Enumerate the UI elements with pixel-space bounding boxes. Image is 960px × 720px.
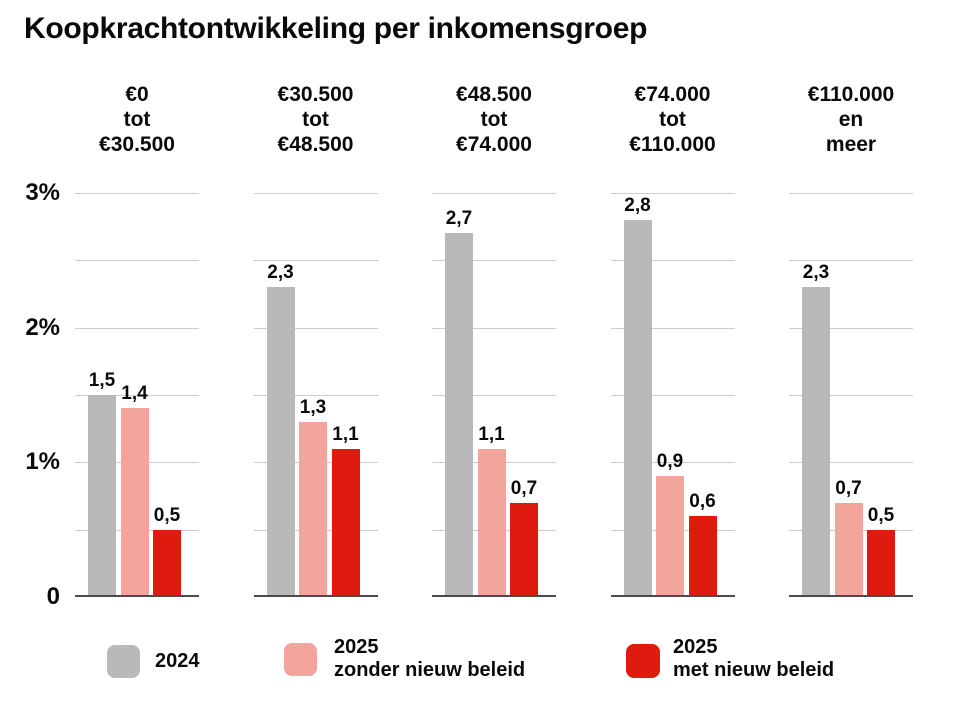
group-panel: 2,7 1,1 0,7 [432, 193, 556, 597]
gridline [610, 395, 735, 396]
group-panel: 2,3 1,3 1,1 [253, 193, 378, 597]
group-header-line: €110.000 [807, 83, 895, 106]
gridline [253, 395, 378, 396]
gridline [75, 193, 199, 194]
bar-value-label: 2,3 [267, 262, 294, 284]
group-header-line: €30.500 [99, 133, 175, 156]
gridline [253, 260, 378, 262]
bar-value-label: 0,5 [867, 504, 895, 526]
gridline [253, 193, 378, 194]
gridline [789, 193, 913, 194]
group-header: €110.000 en meer [761, 82, 941, 157]
bar-2025-met-nieuw-beleid [867, 529, 895, 595]
group-panel: 2,8 0,9 0,6 [610, 193, 735, 597]
legend-label: 2024 [155, 650, 200, 673]
legend-label-line: zonder nieuw beleid [334, 659, 526, 681]
bar-value-label: 1,1 [478, 423, 505, 445]
group-header: €0 tot €30.500 [47, 82, 227, 157]
gridline [75, 260, 199, 262]
y-tick-label: 3% [25, 179, 60, 206]
bar-value-label: 2,8 [624, 194, 651, 216]
bar-2025-met-nieuw-beleid [510, 502, 538, 595]
group-header-line: tot [659, 108, 686, 131]
bar-value-label: 1,3 [299, 396, 327, 418]
gridline [432, 327, 556, 329]
gridline [610, 193, 735, 194]
gridline [75, 395, 199, 396]
gridline [789, 395, 913, 396]
legend-label-line: 2024 [155, 650, 200, 672]
group-header-line: €48.500 [456, 83, 532, 106]
group-header-line: tot [123, 108, 151, 131]
legend-label-line: 2025 [673, 636, 718, 658]
bar-value-label: 0,7 [510, 477, 538, 499]
zero-baseline [432, 595, 556, 597]
legend-label: 2025 met nieuw beleid [673, 636, 834, 682]
group-header-line: en [838, 108, 864, 131]
group-header-line: €110.000 [629, 133, 716, 156]
group-header-line: €0 [125, 83, 149, 106]
y-tick-label: 2% [25, 313, 60, 341]
bar-value-label: 2,3 [802, 262, 830, 284]
gridline [432, 395, 556, 396]
bar-2024 [623, 219, 652, 595]
gridline [789, 260, 913, 262]
bar-2025-met-nieuw-beleid [331, 448, 360, 595]
group-header: €30.500 tot €48.500 [226, 82, 406, 157]
group-panel: 2,3 0,7 0,5 [789, 193, 913, 597]
bar-2025-zonder-nieuw-beleid [299, 421, 327, 595]
bar-value-label: 0,7 [835, 477, 862, 499]
group-panel: 1,5 1,4 0,5 [75, 193, 199, 597]
gridline [432, 260, 556, 262]
zero-baseline [75, 595, 199, 597]
bar-2024 [445, 233, 473, 595]
legend-label-line: met nieuw beleid [673, 659, 835, 681]
zero-baseline [610, 595, 735, 597]
zero-baseline [253, 595, 378, 597]
bar-value-label: 1,5 [88, 370, 116, 391]
bar-value-label: 1,4 [121, 383, 148, 405]
y-tick-label: 1% [25, 448, 60, 476]
bar-value-label: 2,7 [445, 208, 473, 230]
zero-baseline [789, 595, 913, 597]
legend-swatch-pink [284, 643, 317, 676]
legend-swatch-red [626, 644, 660, 678]
bar-2024 [266, 287, 295, 595]
gridline [789, 462, 913, 464]
bar-value-label: 1,1 [332, 423, 359, 445]
y-tick-label: 0 [46, 583, 60, 610]
group-header: €48.500 tot €74.000 [404, 82, 584, 157]
gridline [75, 327, 199, 329]
gridline [789, 327, 913, 329]
legend-swatch-gray [107, 645, 140, 678]
legend-label: 2025 zonder nieuw beleid [334, 636, 525, 682]
group-header-line: meer [825, 133, 877, 156]
bar-2025-met-nieuw-beleid [153, 529, 181, 595]
group-header-line: tot [480, 108, 508, 131]
group-header-line: €48.500 [277, 133, 354, 156]
bar-2025-zonder-nieuw-beleid [656, 475, 684, 595]
gridline [610, 327, 735, 329]
group-header-line: tot [302, 108, 329, 131]
bar-2025-zonder-nieuw-beleid [477, 448, 506, 595]
bar-value-label: 0,9 [656, 450, 684, 472]
group-header-line: €74.000 [634, 83, 711, 106]
chart-title: Koopkrachtontwikkeling per inkomensgroep [24, 12, 648, 45]
bar-2024 [802, 287, 830, 595]
bar-value-label: 0,5 [153, 504, 181, 526]
legend-label-line: 2025 [334, 636, 379, 658]
bar-2025-zonder-nieuw-beleid [120, 408, 149, 595]
gridline [253, 327, 378, 329]
group-header: €74.000 tot €110.000 [583, 82, 763, 157]
gridline [432, 193, 556, 194]
bar-value-label: 0,6 [689, 491, 716, 513]
bar-2024 [88, 395, 116, 595]
gridline [610, 462, 735, 464]
group-header-line: €30.500 [277, 83, 354, 106]
group-header-line: €74.000 [456, 133, 532, 156]
bar-2025-met-nieuw-beleid [688, 516, 717, 595]
gridline [610, 260, 735, 262]
bar-2025-zonder-nieuw-beleid [834, 502, 863, 595]
